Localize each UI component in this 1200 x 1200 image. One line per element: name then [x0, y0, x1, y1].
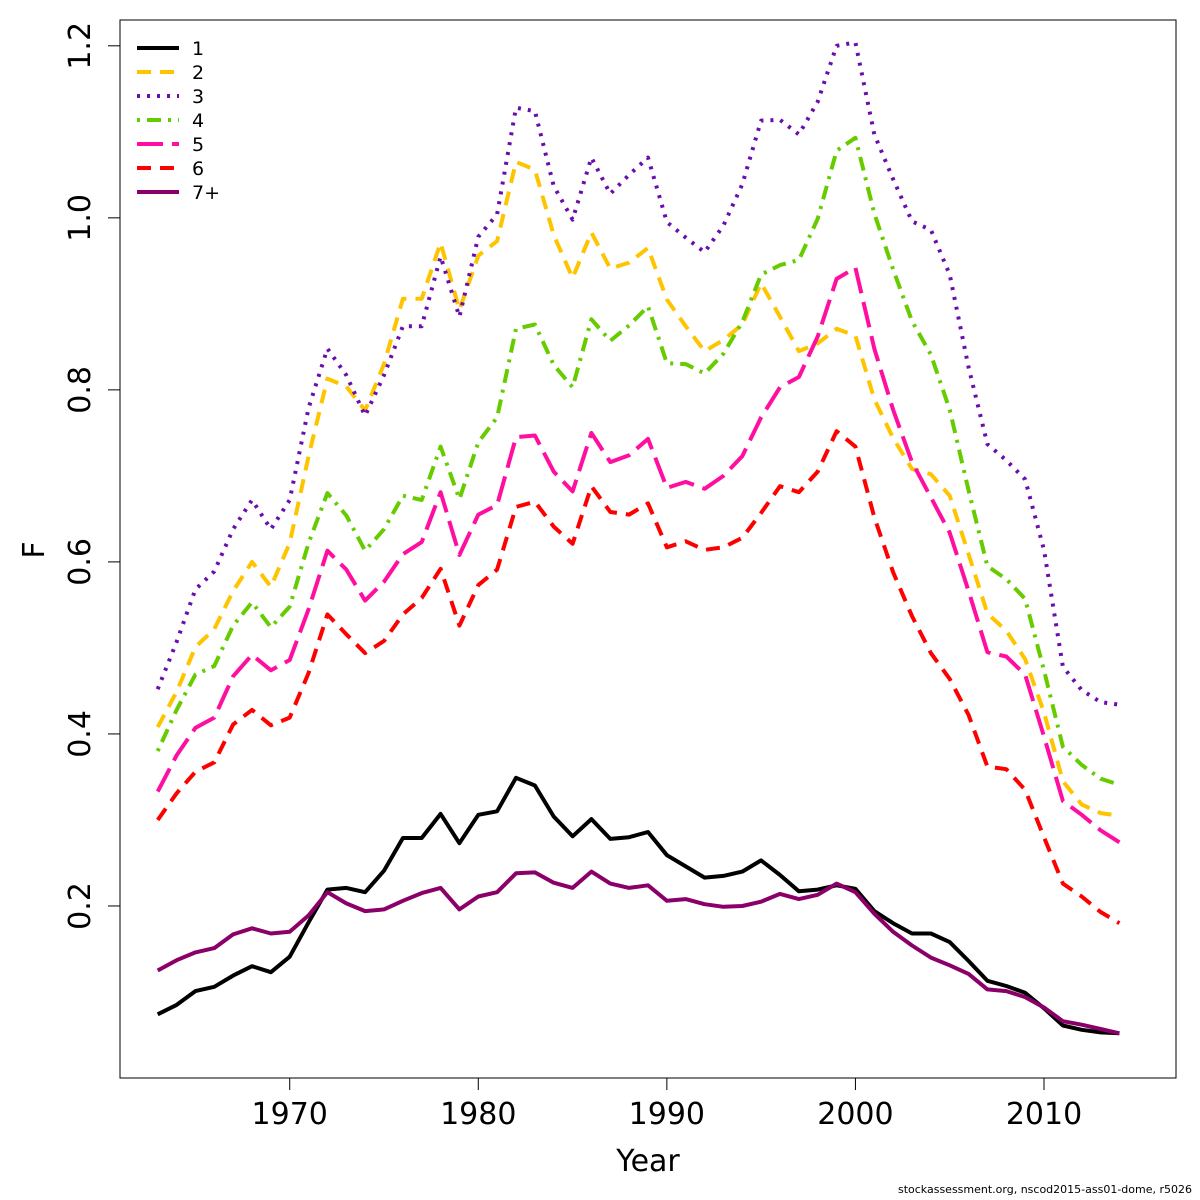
- legend-label: 2: [192, 62, 204, 84]
- y-tick-label: 1.0: [63, 194, 98, 242]
- y-tick-label: 0.6: [63, 538, 98, 586]
- x-tick-label: 2010: [1006, 1097, 1082, 1132]
- source-footer: stockassessment.org, nscod2015-ass01-dom…: [897, 1183, 1192, 1196]
- legend-label: 7+: [192, 182, 220, 204]
- y-axis: 0.2 0.4 0.6 0.8 1.0 1.2: [63, 22, 120, 930]
- series-line-6: [156, 429, 1121, 925]
- y-tick-label: 0.4: [63, 710, 98, 758]
- x-tick-label: 2000: [817, 1097, 893, 1132]
- legend-label: 1: [192, 38, 204, 60]
- series-line-3: [155, 40, 1120, 707]
- legend-label: 3: [192, 86, 204, 108]
- series-line-2: [155, 159, 1120, 818]
- y-axis-title: F: [17, 541, 52, 558]
- x-tick-label: 1970: [252, 1097, 328, 1132]
- y-tick-label: 1.2: [63, 22, 98, 70]
- series-line-1: [156, 775, 1120, 1036]
- legend-label: 4: [192, 110, 204, 132]
- y-tick-label: 0.2: [63, 882, 98, 930]
- x-tick-label: 1990: [629, 1097, 705, 1132]
- series-line-4: [155, 135, 1121, 787]
- x-axis-title: Year: [615, 1144, 680, 1179]
- legend-label: 5: [192, 134, 204, 156]
- series-line-7+: [156, 869, 1120, 1036]
- legend-label: 6: [192, 158, 204, 180]
- plot-area-frame: [119, 19, 1177, 1079]
- x-axis: 1970 1980 1990 2000 2010: [252, 1078, 1082, 1132]
- series-layer: [155, 40, 1121, 1036]
- y-tick-label: 0.8: [63, 366, 98, 414]
- series-line-5: [155, 265, 1121, 844]
- x-tick-label: 1980: [440, 1097, 516, 1132]
